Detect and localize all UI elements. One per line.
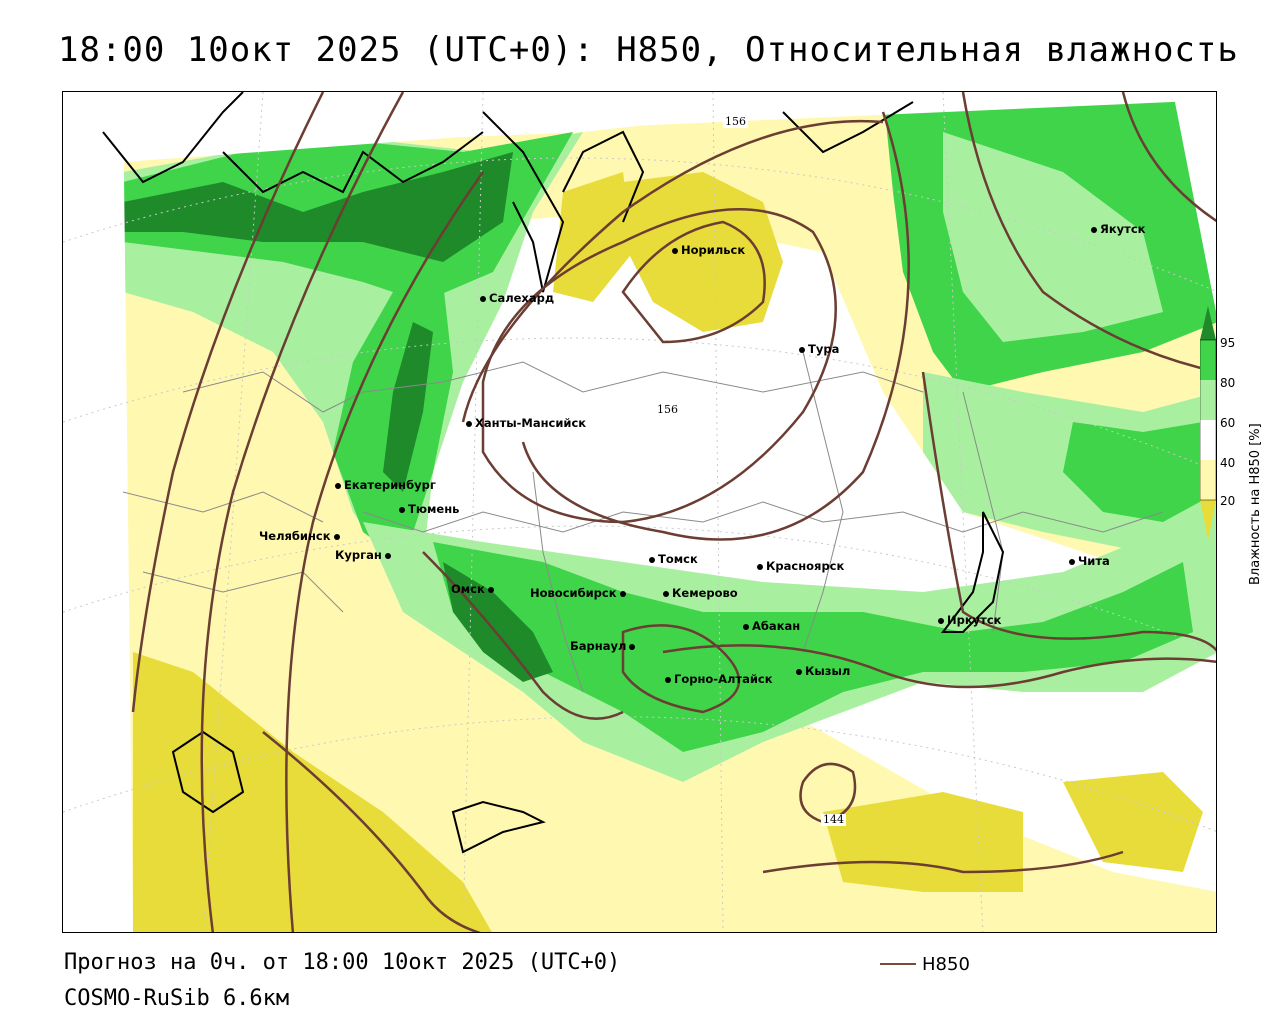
city-marker: Горно-Алтайск (665, 672, 773, 686)
city-marker: Курган (335, 548, 394, 562)
humidity-colorbar (1200, 306, 1216, 540)
colorbar-tick: 60 (1220, 416, 1236, 430)
city-marker: Екатеринбург (335, 478, 436, 492)
city-label: Екатеринбург (344, 478, 436, 492)
contour-label-156-north: 156 (723, 115, 748, 128)
colorbar-tick: 80 (1220, 376, 1236, 390)
city-label: Горно-Алтайск (674, 672, 773, 686)
city-marker: Красноярск (757, 559, 844, 573)
contour-label-144: 144 (821, 813, 846, 826)
colorbar-tick: 40 (1220, 456, 1236, 470)
city-dot-icon (672, 247, 678, 254)
city-dot-icon (796, 668, 802, 675)
city-dot-icon (757, 563, 763, 570)
city-label: Барнаул (570, 639, 627, 653)
city-dot-icon (663, 590, 669, 597)
city-marker: Тюмень (399, 502, 459, 516)
city-label: Норильск (681, 243, 746, 257)
city-marker: Томск (649, 552, 698, 566)
city-dot-icon (1069, 558, 1075, 565)
colorbar-title: Влажность на H850 [%] (1248, 423, 1263, 585)
city-dot-icon (799, 346, 805, 353)
map-title: 18:00 10окт 2025 (UTC+0): H850, Относите… (58, 30, 1239, 70)
h850-legend-line-icon (880, 963, 916, 965)
city-marker: Салехард (480, 291, 554, 305)
city-marker: Якутск (1091, 222, 1145, 236)
city-dot-icon (1091, 226, 1097, 233)
forecast-caption: Прогноз на 0ч. от 18:00 10окт 2025 (UTC+… (64, 950, 621, 975)
city-dot-icon (399, 506, 405, 513)
city-marker: Омск (451, 582, 497, 596)
city-label: Тюмень (408, 502, 460, 516)
h850-legend-label: H850 (922, 954, 970, 975)
colorbar-tick: 20 (1220, 494, 1236, 508)
city-label: Новосибирск (530, 586, 617, 600)
city-dot-icon (384, 552, 391, 559)
city-dot-icon (335, 482, 341, 489)
city-marker: Норильск (672, 243, 745, 257)
colorbar-tick: 95 (1220, 336, 1236, 350)
city-marker: Кемерово (663, 586, 738, 600)
humidity-field (63, 92, 1216, 932)
city-dot-icon (743, 623, 749, 630)
city-label: Кызыл (805, 664, 851, 678)
colorbar-top-arrow (1200, 306, 1216, 340)
city-dot-icon (629, 643, 636, 650)
city-marker: Барнаул (570, 639, 638, 653)
city-marker: Иркутск (938, 613, 1001, 627)
contour-label-156-center: 156 (655, 403, 680, 416)
city-dot-icon (649, 556, 655, 563)
city-marker: Челябинск (259, 529, 343, 543)
city-label: Салехард (489, 291, 555, 305)
model-caption: COSMO-RuSib 6.6км (64, 986, 290, 1011)
city-marker: Новосибирск (530, 586, 629, 600)
city-marker: Тура (799, 342, 839, 356)
city-dot-icon (938, 617, 944, 624)
city-marker: Кызыл (796, 664, 850, 678)
city-marker: Ханты-Мансийск (466, 416, 586, 430)
city-label: Якутск (1100, 222, 1146, 236)
city-label: Тура (808, 342, 840, 356)
city-marker: Чита (1069, 554, 1110, 568)
city-label: Абакан (752, 619, 801, 633)
city-dot-icon (466, 420, 472, 427)
map-area: 156 156 144 Якутск Норильск Салехард Тур… (62, 91, 1217, 933)
city-label: Омск (451, 582, 485, 596)
city-dot-icon (333, 533, 340, 540)
city-label: Красноярск (766, 559, 845, 573)
city-label: Томск (658, 552, 698, 566)
city-label: Курган (335, 548, 382, 562)
city-label: Иркутск (947, 613, 1002, 627)
city-label: Челябинск (259, 529, 331, 543)
city-dot-icon (487, 586, 494, 593)
city-dot-icon (619, 590, 626, 597)
city-label: Ханты-Мансийск (475, 416, 587, 430)
city-label: Кемерово (672, 586, 738, 600)
city-label: Чита (1078, 554, 1110, 568)
city-dot-icon (480, 295, 486, 302)
city-marker: Абакан (743, 619, 800, 633)
city-dot-icon (665, 676, 671, 683)
